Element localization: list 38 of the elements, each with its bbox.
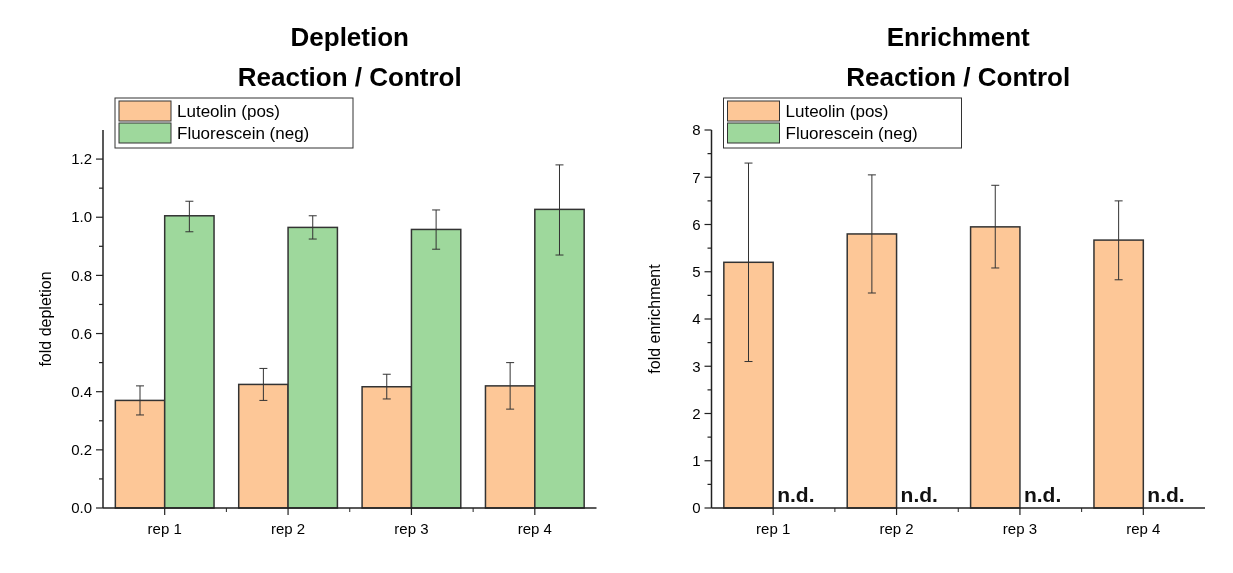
y-tick-label: 0.6 — [71, 324, 92, 342]
annotation: n.d. — [1023, 483, 1062, 506]
y-tick-label: 3 — [692, 357, 701, 375]
legend-label: Luteolin (pos) — [177, 101, 281, 121]
legend-label: Luteolin (pos) — [785, 101, 889, 121]
y-axis-title: fold depletion — [37, 271, 54, 367]
y-tick-label: 8 — [692, 121, 701, 139]
legend-label: Fluorescein (neg) — [177, 123, 310, 143]
y-axis-title: fold enrichment — [645, 263, 663, 374]
annotation: n.d. — [900, 483, 938, 506]
x-tick-label: rep 1 — [147, 520, 182, 537]
x-tick-label: rep 3 — [1002, 520, 1038, 537]
x-tick-label: rep 4 — [517, 520, 552, 537]
y-tick-label: 5 — [692, 263, 701, 280]
y-tick-label: 0.8 — [71, 266, 92, 284]
x-tick-label: rep 2 — [270, 520, 306, 537]
chart-subtitle: Reaction / Control — [237, 62, 462, 92]
x-tick-label: rep 2 — [879, 520, 914, 537]
y-tick-label: 1.2 — [71, 150, 92, 168]
x-tick-label: rep 4 — [1126, 520, 1161, 537]
y-tick-label: 7 — [692, 168, 701, 186]
y-tick-label: 2 — [692, 404, 701, 422]
y-tick-label: 0.4 — [71, 382, 92, 400]
y-tick-label: 0 — [692, 499, 701, 517]
y-tick-label: 1.0 — [71, 208, 92, 226]
y-tick-label: 0.2 — [71, 441, 92, 459]
legend-label: Fluorescein (neg) — [785, 123, 918, 143]
y-tick-label: 1 — [692, 452, 701, 469]
x-tick-label: rep 1 — [756, 520, 791, 537]
y-tick-label: 0.0 — [71, 499, 92, 517]
annotation: n.d. — [1147, 483, 1185, 506]
chart-title: Depletion — [290, 22, 409, 52]
y-tick-label: 4 — [692, 310, 701, 328]
y-tick-label: 6 — [692, 215, 701, 233]
annotation: n.d. — [777, 483, 815, 506]
chart-subtitle: Reaction / Control — [846, 62, 1071, 92]
x-tick-label: rep 3 — [394, 520, 429, 537]
chart-title: Enrichment — [886, 22, 1031, 52]
